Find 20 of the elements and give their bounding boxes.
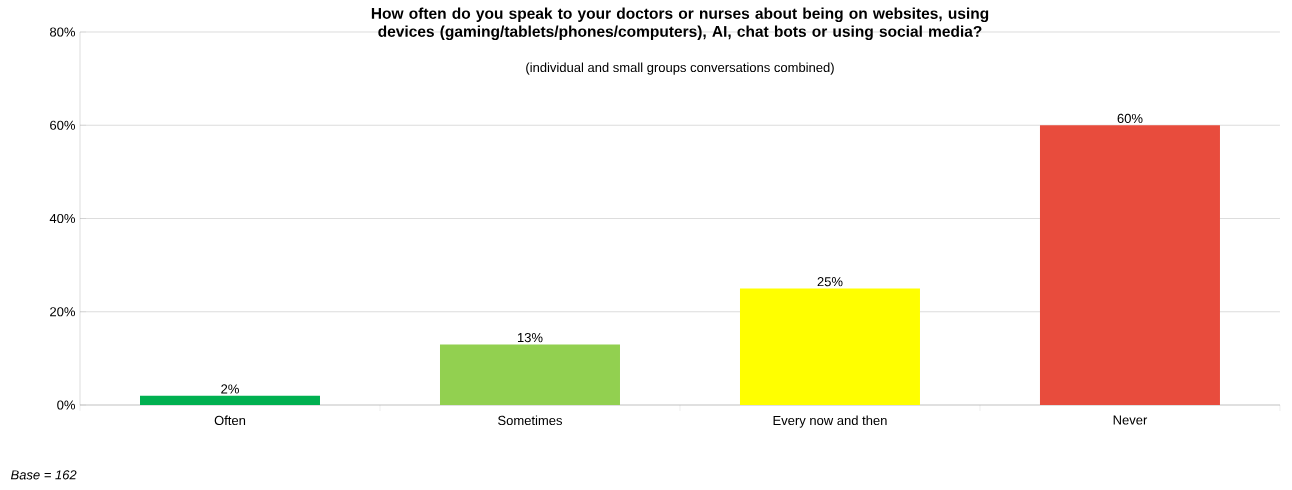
x-tick-label: Every now and then xyxy=(773,415,887,428)
bar xyxy=(140,395,320,405)
text: Base = 162 xyxy=(10,470,77,480)
y-tick-label: 20% xyxy=(50,307,76,317)
data-label: 60% xyxy=(1117,113,1143,124)
chart-title: How often do you speak to your doctors or nurses about being on websites, using devices (gaming/tablets/phones/computers), AI, chat bots or using social media? xyxy=(371,7,989,41)
bar xyxy=(1039,125,1220,405)
x-tick-label: Never xyxy=(1113,415,1148,425)
text: (individual and small groups conversations combined) xyxy=(526,62,834,75)
data-label: 25% xyxy=(817,277,843,287)
data-label: 2% xyxy=(221,384,239,394)
y-tick-label: 60% xyxy=(50,120,76,130)
bar xyxy=(739,288,920,405)
x-tick-label: Sometimes xyxy=(498,415,563,426)
y-tick-label: 0% xyxy=(57,400,76,410)
y-tick-label: 40% xyxy=(49,213,76,224)
x-tick-label: Often xyxy=(214,415,246,426)
data-label: 13% xyxy=(517,332,543,343)
bar xyxy=(439,344,620,405)
y-tick-label: 80% xyxy=(50,27,76,37)
